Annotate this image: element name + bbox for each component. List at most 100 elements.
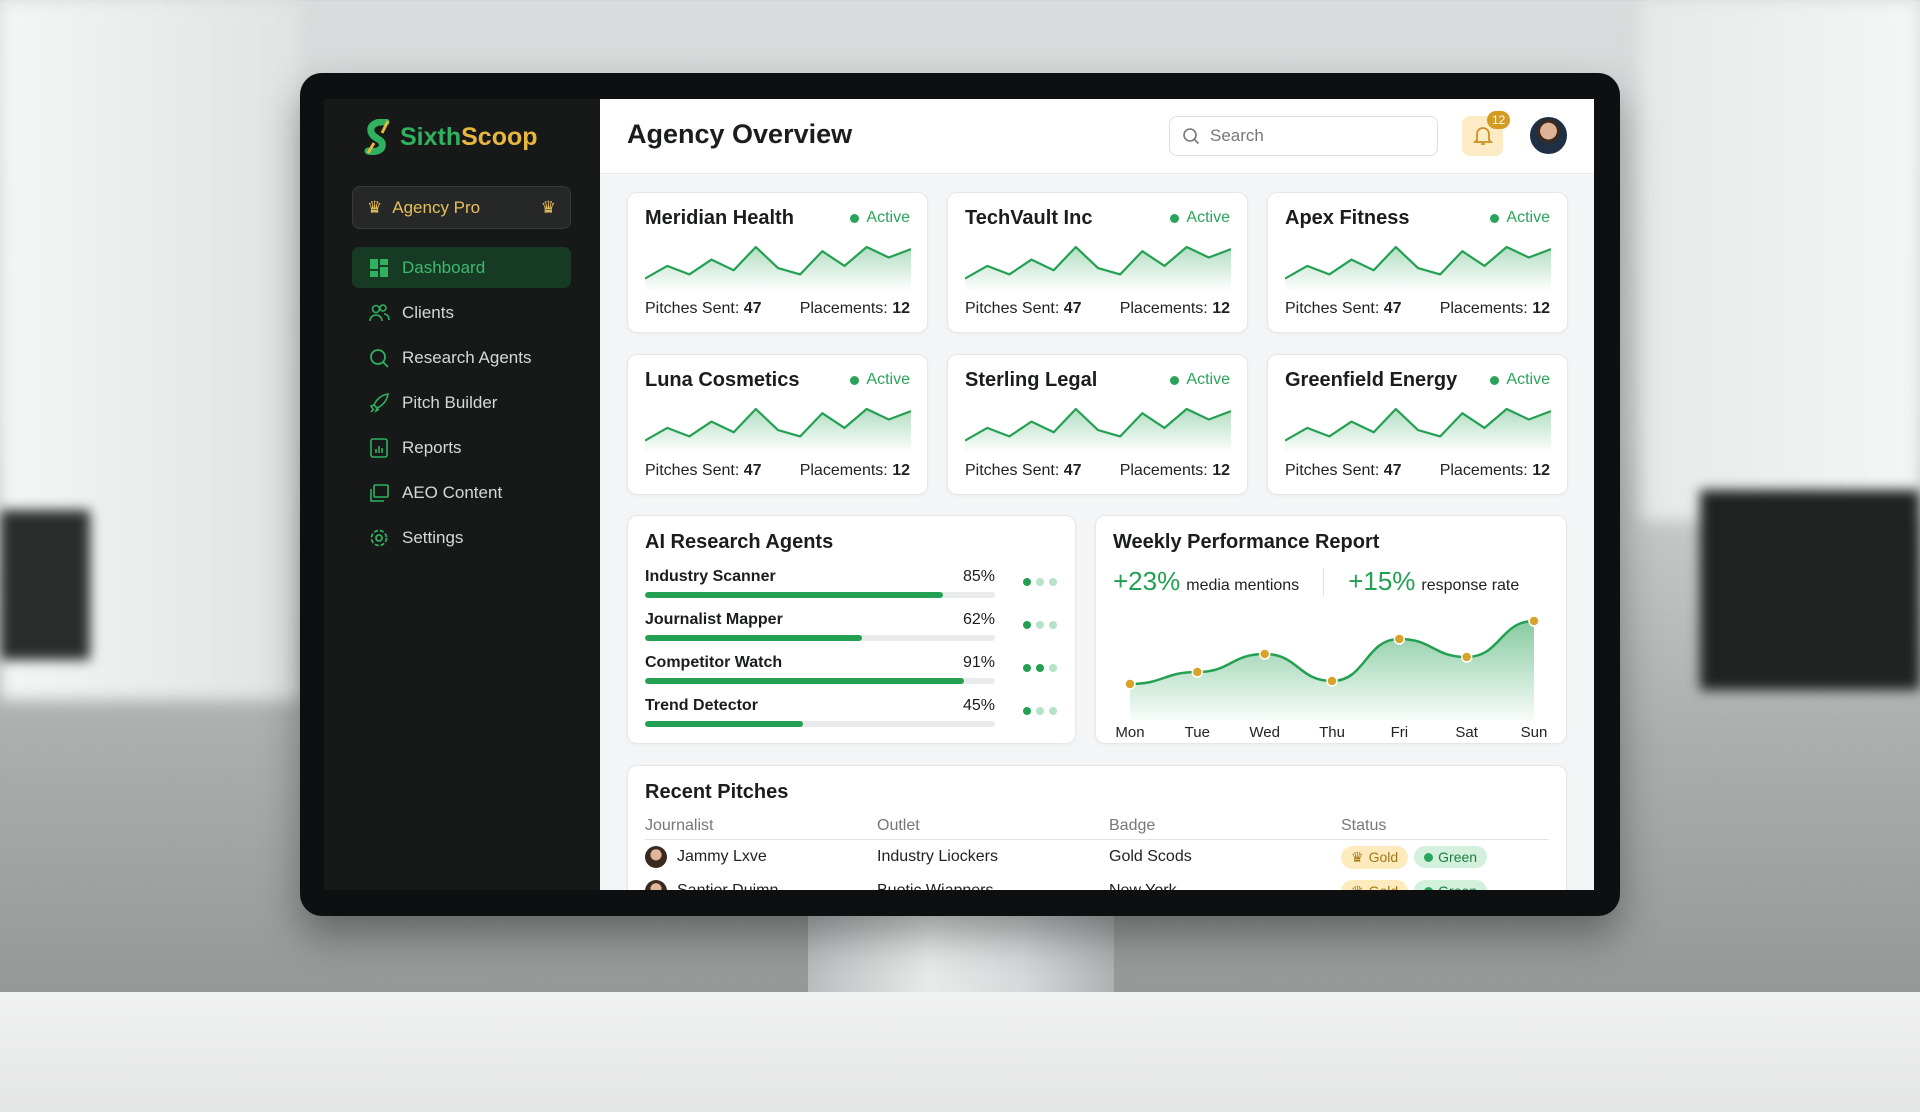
brand-name: Scoop (461, 122, 538, 151)
agent-progress-fill (645, 721, 803, 727)
activity-dot-icon (1036, 707, 1044, 715)
placements-label: Placements: (1119, 300, 1208, 317)
pitches-label: Pitches Sent: (645, 300, 740, 317)
data-point[interactable] (1460, 651, 1473, 663)
pitches-label: Pitches Sent: (1285, 462, 1380, 479)
dashboard-grid-icon (370, 258, 388, 277)
x-tick-label: Sat (1455, 724, 1478, 739)
agent-name: Industry Scanner (645, 568, 776, 585)
brand-name: Sixth (400, 122, 462, 151)
column-header: Journalist (645, 816, 714, 834)
status-dot-icon (1170, 375, 1180, 385)
client-name: Sterling Legal (965, 369, 1098, 391)
gold-status-pill: ♛ Gold (1341, 879, 1409, 890)
client-card[interactable]: TechVault Inc Active Pitches Sent: 47 Pl… (947, 192, 1248, 333)
status-label: Active (1186, 371, 1230, 388)
table-row[interactable]: Jammy Lxve Industry Liockers Gold Scods … (645, 840, 1549, 874)
brand-logo[interactable]: SixthScoop (364, 119, 538, 155)
sparkline-line (645, 245, 911, 280)
pitches-sent: Pitches Sent: 47 (965, 300, 1082, 318)
placements: Placements: 12 (800, 300, 910, 318)
sidebar-item-research-agents[interactable]: Research Agents (352, 337, 571, 378)
sidebar-item-reports[interactable]: Reports (352, 427, 571, 468)
status-dot-icon (1490, 375, 1500, 385)
agent-row[interactable]: Journalist Mapper 62% (645, 611, 995, 641)
sidebar-item-clients[interactable]: Clients (352, 292, 571, 333)
sparkline-line (1285, 245, 1551, 280)
weekly-performance-panel: Weekly Performance Report +23% media men… (1095, 515, 1567, 744)
badge: Gold Scods (1109, 848, 1192, 865)
table-header: Journalist Outlet Badge Status (645, 812, 1549, 840)
data-point[interactable] (1191, 666, 1204, 678)
client-card[interactable]: Luna Cosmetics Active Pitches Sent: 47 P… (627, 354, 928, 495)
pitches-label: Pitches Sent: (965, 300, 1060, 317)
data-point[interactable] (1258, 648, 1271, 660)
background-monitor (1700, 490, 1920, 690)
status-badge: Active (850, 371, 910, 389)
client-card[interactable]: Meridian Health Active Pitches Sent: 47 … (627, 192, 928, 333)
data-point[interactable] (1528, 615, 1540, 627)
gear-icon (370, 529, 388, 546)
activity-dot-icon (1023, 664, 1031, 672)
status-label: Green (1438, 849, 1478, 865)
status-badge: Active (1490, 371, 1550, 389)
sparkline-chart (645, 407, 911, 453)
media-mentions-value: +23% (1113, 566, 1181, 596)
search-icon (370, 348, 389, 368)
data-point[interactable] (1393, 633, 1406, 645)
agent-row[interactable]: Trend Detector 45% (645, 697, 995, 727)
placements-label: Placements: (1439, 300, 1528, 317)
client-card[interactable]: Apex Fitness Active Pitches Sent: 47 Pla… (1267, 192, 1568, 333)
sidebar-item-label: Research Agents (402, 347, 532, 367)
client-card[interactable]: Greenfield Energy Active Pitches Sent: 4… (1267, 354, 1568, 495)
activity-dot-icon (1049, 578, 1057, 586)
agent-percent: 85% (962, 568, 995, 585)
placements-value: 12 (892, 300, 910, 317)
plan-badge[interactable]: ♛ Agency Pro ♛ (352, 186, 571, 229)
pitches-label: Pitches Sent: (965, 462, 1060, 479)
data-point[interactable] (1124, 678, 1136, 690)
status-badge: Active (1170, 209, 1230, 227)
client-name: Greenfield Energy (1285, 369, 1458, 391)
sparkline-line (965, 245, 1231, 280)
panel-title: Recent Pitches (645, 781, 789, 803)
status-dot-icon (1170, 213, 1180, 223)
agent-activity-dots (1023, 664, 1057, 672)
client-name: Meridian Health (645, 207, 794, 229)
journalist-avatar (645, 846, 667, 868)
outlet: Industry Liockers (877, 848, 998, 865)
sparkline-line (965, 407, 1231, 442)
status-label: Green (1438, 883, 1477, 890)
status-dot-icon (1490, 213, 1500, 223)
sidebar-item-dashboard[interactable]: Dashboard (352, 247, 571, 288)
agent-percent: 62% (962, 611, 995, 628)
x-tick-label: Wed (1249, 724, 1280, 739)
client-card[interactable]: Sterling Legal Active Pitches Sent: 47 P… (947, 354, 1248, 495)
search-input[interactable]: Search (1169, 116, 1438, 156)
desk (0, 992, 1920, 1112)
user-avatar[interactable] (1528, 115, 1569, 156)
placements-value: 12 (1532, 300, 1550, 317)
x-tick-label: Mon (1115, 724, 1144, 739)
sidebar-item-aeo-content[interactable]: AEO Content (352, 472, 571, 513)
agent-progress-bar (645, 635, 995, 641)
sidebar-item-settings[interactable]: Settings (352, 517, 571, 558)
agent-row[interactable]: Competitor Watch 91% (645, 654, 995, 684)
data-point[interactable] (1326, 675, 1338, 687)
agent-row[interactable]: Industry Scanner 85% (645, 568, 995, 598)
client-name: TechVault Inc (965, 207, 1093, 229)
activity-dot-icon (1036, 621, 1044, 629)
activity-dot-icon (1023, 578, 1031, 586)
client-name: Apex Fitness (1285, 207, 1410, 229)
activity-dot-icon (1023, 707, 1031, 715)
response-rate-value: +15% (1348, 566, 1416, 596)
journalist-name: Jammy Lxve (677, 848, 767, 865)
weekly-stats: +23% media mentions +15% response rate (1113, 566, 1519, 597)
table-row[interactable]: Santier Duimn Buotic Wiapners New York ♛… (645, 874, 1549, 890)
agent-progress-bar (645, 592, 995, 598)
sidebar-item-pitch-builder[interactable]: Pitch Builder (352, 382, 571, 423)
report-chart-icon (370, 437, 388, 458)
status-badge: Active (1490, 209, 1550, 227)
status-label: Active (1506, 371, 1550, 388)
sidebar-item-label: Reports (402, 437, 462, 457)
